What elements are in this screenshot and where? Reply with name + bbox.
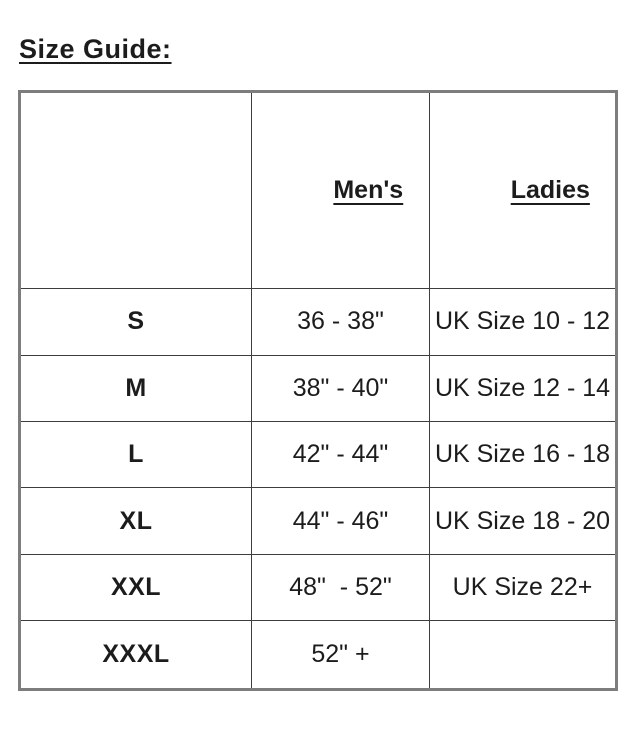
header-row: Men's Ladies [19, 90, 617, 290]
size-label: S [19, 288, 252, 356]
size-label: L [19, 420, 252, 489]
mens-value: 42" - 44" [251, 420, 430, 489]
size-guide-table: Men's Ladies S 36 - 38" UK Size 10 - 12 … [18, 90, 618, 691]
page-title: Size Guide: [19, 34, 172, 64]
mens-value: 38" - 40" [251, 354, 430, 422]
table-row-xl: XL 44" - 46" UK Size 18 - 20 [19, 487, 617, 555]
header-cell-mens: Men's [251, 90, 430, 290]
mens-value: 48" - 52" [251, 553, 430, 622]
ladies-value: UK Size 16 - 18 [429, 420, 617, 489]
size-label: M [19, 354, 252, 422]
table-row-l: L 42" - 44" UK Size 16 - 18 [19, 420, 617, 489]
table-row-m: M 38" - 40" UK Size 12 - 14 [19, 354, 617, 422]
mens-value: 52" + [251, 620, 430, 690]
size-label: XXL [19, 553, 252, 622]
header-label-mens: Men's [333, 176, 404, 205]
ladies-value: UK Size 12 - 14 [429, 354, 617, 422]
table-row-xxxl: XXXL 52" + [19, 620, 617, 690]
mens-value: 44" - 46" [251, 487, 430, 555]
ladies-value [429, 620, 617, 690]
header-label-ladies: Ladies [510, 176, 590, 205]
table-row-s: S 36 - 38" UK Size 10 - 12 [19, 288, 617, 356]
size-label: XL [19, 487, 252, 555]
ladies-value: UK Size 18 - 20 [429, 487, 617, 555]
header-cell-size [19, 90, 252, 290]
table-row-xxl: XXL 48" - 52" UK Size 22+ [19, 553, 617, 622]
ladies-value: UK Size 22+ [429, 553, 617, 622]
header-cell-ladies: Ladies [429, 90, 617, 290]
ladies-value: UK Size 10 - 12 [429, 288, 617, 356]
mens-value: 36 - 38" [251, 288, 430, 356]
size-label: XXXL [19, 620, 252, 690]
